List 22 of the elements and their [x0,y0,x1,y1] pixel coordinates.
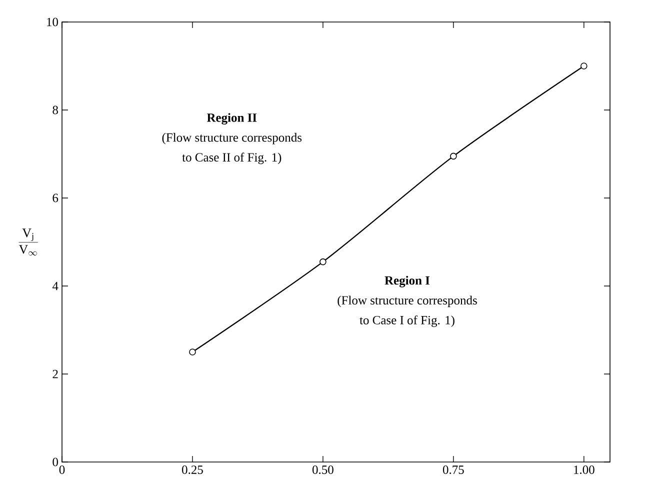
point [189,348,196,356]
x-tick-label: 0 [59,466,65,474]
x-tick-label: 0.50 [312,466,334,474]
point [320,258,326,266]
annotation: Region II [206,113,257,125]
x-tick-label: 0.25 [182,466,203,474]
point [580,62,588,70]
y-tick-label: 0 [52,458,58,466]
annotation: to Case II of Fig. 1) [182,152,282,164]
y-axis-title: $\frac{\mathrm{V_j}}{\mathrm{V_\infty}}$ [18,228,38,256]
y-tick-label: 2 [52,370,58,378]
annotation: Region I [384,276,430,288]
y-tick-label: 4 [52,282,58,290]
x-tick-label: 0.75 [442,466,464,474]
y-tick-label: 6 [52,194,58,202]
annotation: to Case I of Fig. 1) [360,315,454,327]
x-tick-label: 1.00 [574,466,594,474]
y-tick-label: 10 [47,18,58,26]
annotation: (Flow structure corresponds [162,132,302,144]
y-tick-label: 8 [52,106,58,114]
annotation: (Flow structure corresponds [338,296,477,308]
point [450,152,457,160]
